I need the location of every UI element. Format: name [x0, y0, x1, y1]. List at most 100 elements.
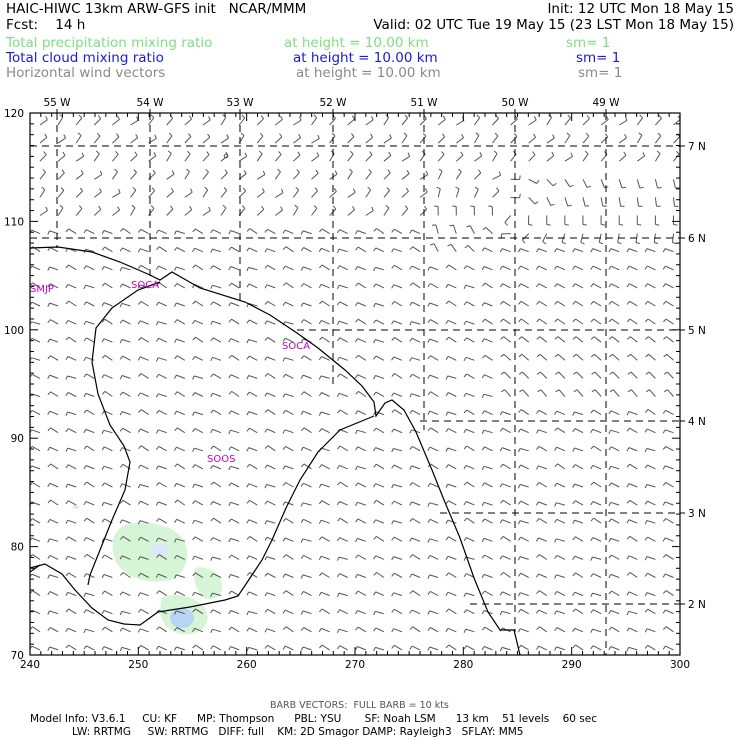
wind-barb-feather	[97, 115, 102, 119]
wind-barb	[121, 646, 131, 651]
wind-barb-feather	[210, 445, 214, 450]
lat-label: 6 N	[688, 233, 706, 245]
wind-barb-feather	[550, 203, 555, 206]
wind-barb	[213, 445, 222, 452]
wind-barb	[357, 410, 367, 416]
wind-barb	[557, 336, 566, 343]
wind-barb-feather	[445, 464, 449, 469]
wind-barb	[93, 191, 102, 198]
wind-barb	[285, 554, 294, 560]
lon-label: 51 W	[410, 97, 438, 109]
wind-barb	[466, 265, 475, 271]
wind-barb	[448, 428, 457, 434]
wind-barb	[520, 644, 529, 651]
wind-barbs	[29, 114, 681, 652]
wind-barb-feather	[210, 265, 214, 270]
wind-barb	[501, 411, 511, 416]
wind-barb-feather	[536, 645, 540, 650]
wind-barb-feather	[210, 393, 214, 398]
wind-barb-feather	[536, 518, 540, 522]
wind-barb-feather	[463, 628, 467, 634]
wind-barb-feather	[554, 574, 557, 579]
wind-barb	[231, 554, 240, 560]
wind-barb	[230, 482, 240, 488]
wind-barb-feather	[83, 645, 87, 650]
wind-barb-feather	[499, 283, 504, 288]
wind-barb-feather	[391, 284, 395, 289]
wind-barb-feather	[537, 371, 541, 375]
wind-barb	[230, 230, 240, 235]
wind-barb-feather	[427, 355, 431, 360]
wind-barb	[31, 573, 41, 578]
wind-barb	[93, 118, 102, 126]
wind-barb-feather	[282, 282, 287, 287]
wind-barb-feather	[409, 501, 413, 506]
wind-barb	[419, 191, 428, 198]
wind-barb	[85, 284, 95, 289]
wind-barb-feather	[246, 572, 251, 576]
wind-barb-feather	[463, 284, 467, 290]
wind-barb-feather	[626, 591, 630, 596]
wind-barb-feather	[662, 283, 666, 288]
wind-barb	[502, 427, 511, 434]
wind-barb	[492, 153, 498, 162]
wind-barb	[347, 191, 356, 198]
wind-barb-feather	[336, 628, 340, 634]
wind-barb-feather	[241, 205, 246, 209]
wind-barb	[492, 190, 500, 198]
wind-barb-feather	[336, 537, 340, 542]
wind-barb	[600, 136, 609, 144]
wind-barb	[502, 283, 511, 289]
wind-barb-feather	[501, 389, 505, 393]
wind-barb-feather	[499, 427, 504, 432]
wind-barb	[202, 171, 209, 180]
wind-barb-feather	[282, 465, 286, 470]
wind-barb	[357, 374, 367, 379]
wind-barb	[166, 191, 174, 198]
wind-barb	[455, 137, 464, 144]
wind-barb-feather	[555, 389, 560, 393]
wind-barb	[628, 483, 638, 488]
wind-barb-feather	[99, 170, 103, 175]
wind-barb	[140, 500, 149, 506]
wind-barb	[429, 590, 439, 597]
wind-barb-feather	[173, 446, 177, 451]
wind-barb	[248, 266, 258, 271]
wind-barb-feather	[355, 574, 358, 579]
wind-barb-feather	[409, 321, 412, 326]
wind-barb	[592, 592, 602, 597]
wind-barb	[212, 556, 222, 560]
wind-barb	[166, 117, 174, 126]
wind-barb	[104, 482, 113, 488]
wind-barb-feather	[246, 411, 250, 416]
wind-barb	[303, 319, 312, 325]
wind-barb-feather	[591, 371, 596, 375]
wind-barb	[357, 482, 367, 488]
wind-barb	[347, 209, 355, 216]
wind-barb	[358, 354, 367, 361]
wind-barb	[647, 283, 656, 289]
wind-barb	[103, 610, 113, 615]
wind-barb-feather	[319, 228, 323, 233]
wind-barb	[610, 646, 620, 651]
wind-barb	[320, 483, 330, 488]
wind-barb	[49, 302, 59, 307]
wind-barb	[358, 390, 367, 397]
wind-barb-feather	[585, 132, 590, 137]
wind-barb-feather	[441, 133, 446, 138]
wind-barb	[558, 371, 566, 379]
wind-barb	[121, 447, 131, 452]
wind-barb	[564, 117, 571, 126]
wind-barb	[357, 590, 367, 597]
wind-barb-feather	[223, 187, 228, 191]
wind-barb	[520, 300, 529, 307]
wind-barb-feather	[642, 152, 646, 157]
wind-barb-feather	[457, 168, 462, 173]
wind-barb	[266, 320, 276, 325]
wind-barb	[249, 463, 258, 470]
wind-barb	[148, 155, 157, 162]
wind-barb	[158, 429, 167, 434]
wind-barb	[303, 283, 312, 289]
wind-barb-feather	[572, 411, 575, 416]
init-time: Init: 12 UTC Mon 18 May 15	[547, 1, 734, 17]
